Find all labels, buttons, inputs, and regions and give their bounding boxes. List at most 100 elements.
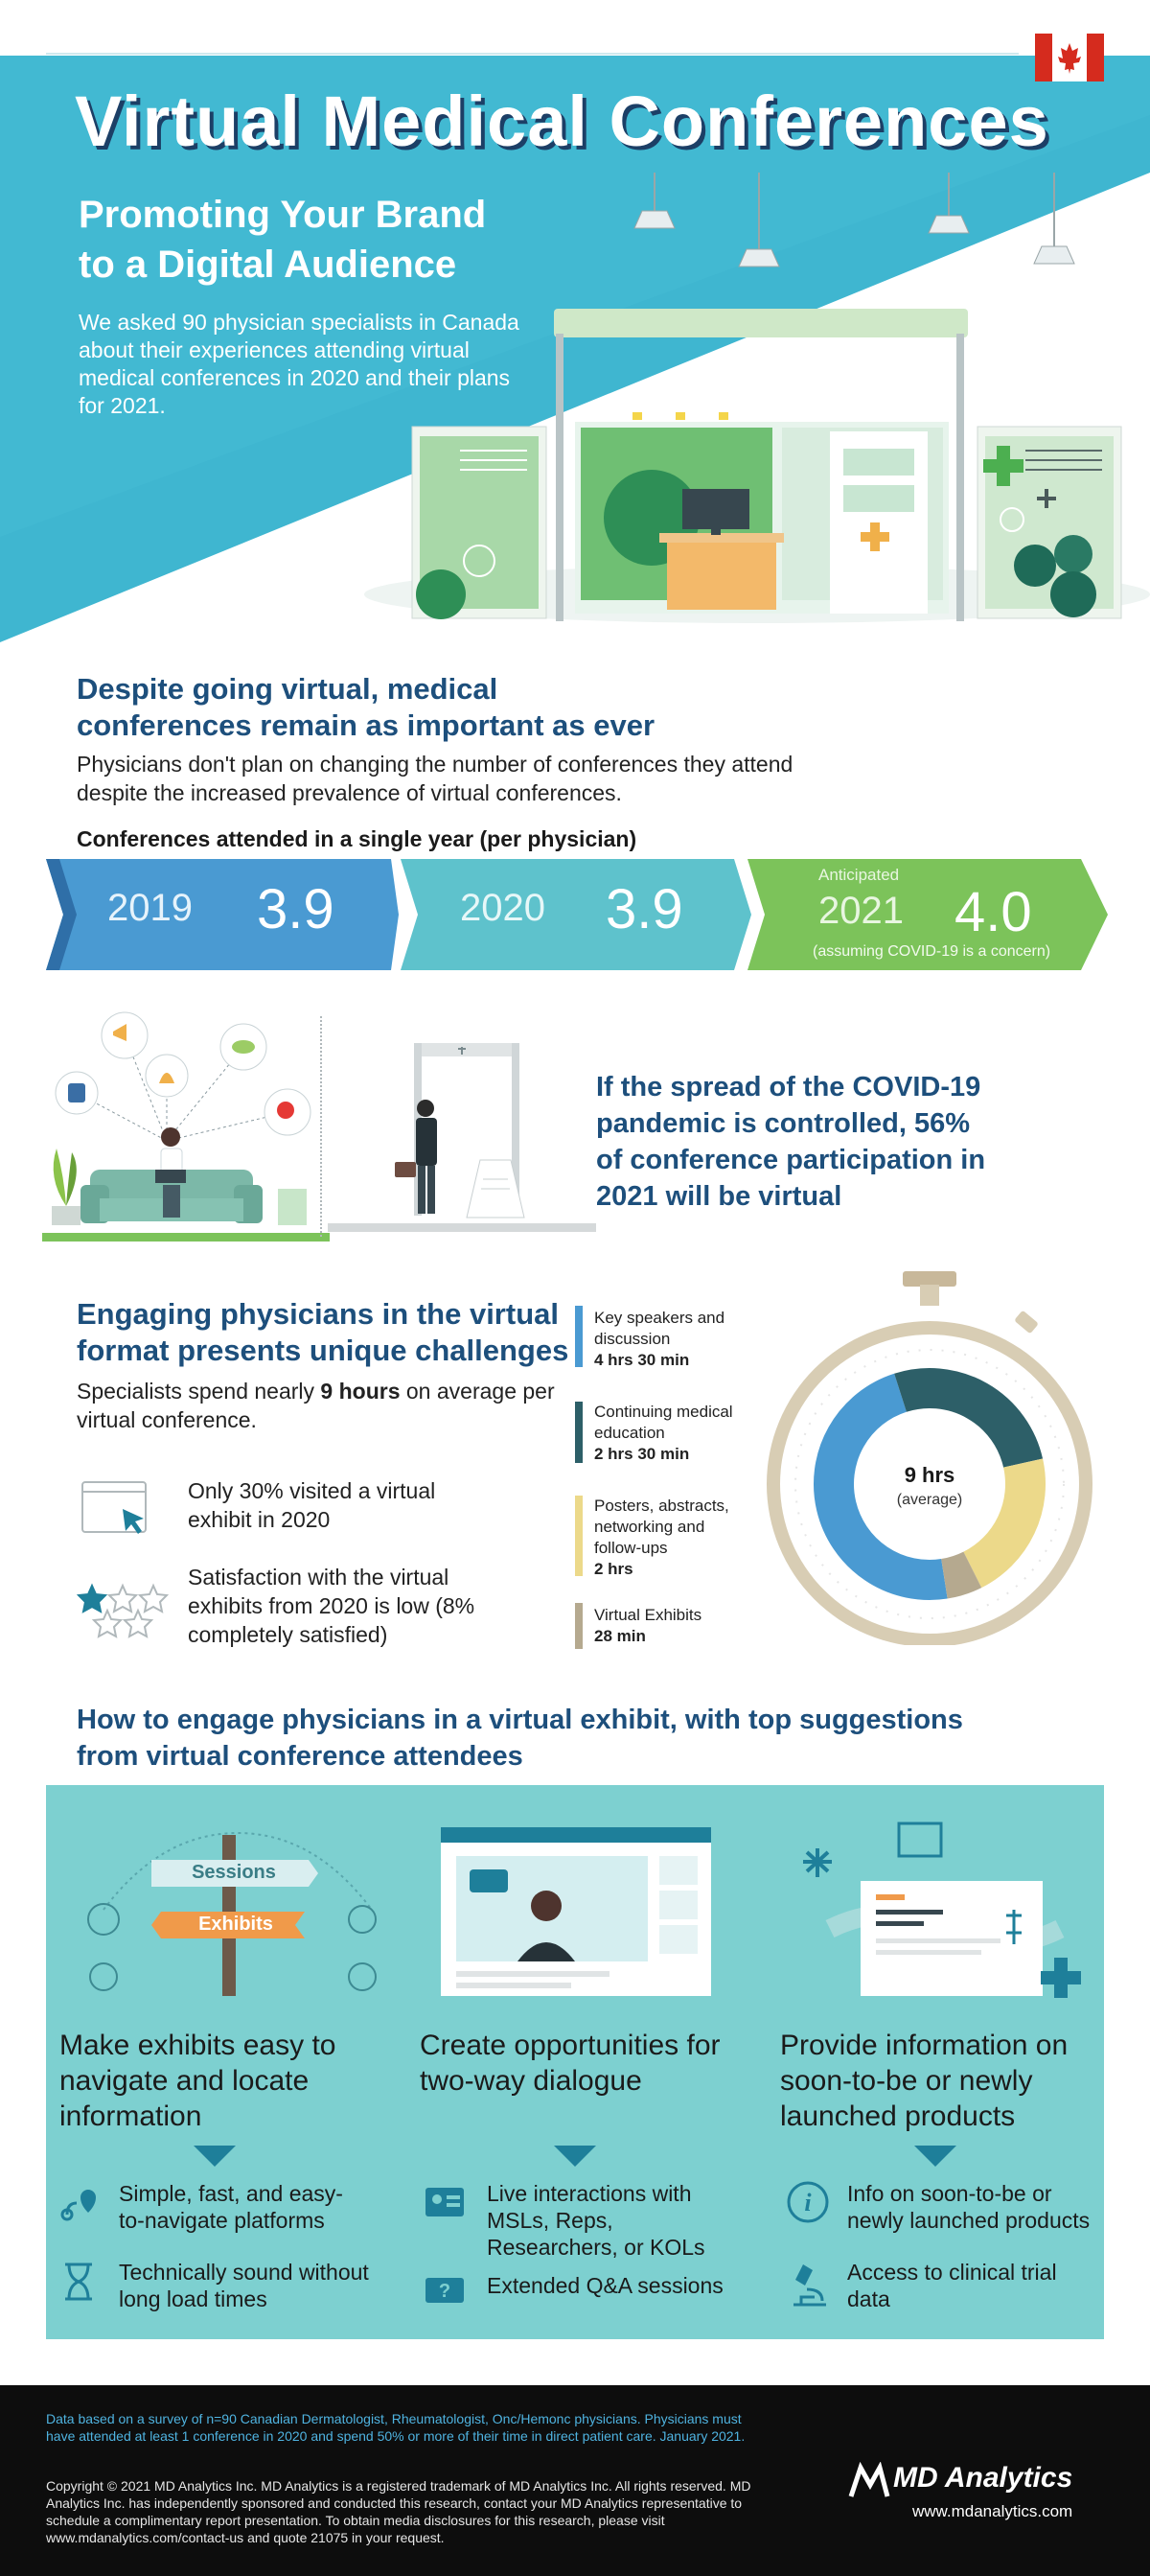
legend-label: Virtual Exhibits <box>594 1606 702 1624</box>
subtitle-line: Promoting Your Brand <box>79 194 487 236</box>
info-icon: i <box>787 2181 829 2223</box>
footer: Data based on a survey of n=90 Canadian … <box>0 2385 1150 2576</box>
hero-description: We asked 90 physician specialists in Can… <box>79 310 519 418</box>
legend-value: 4 hrs 30 min <box>594 1351 690 1369</box>
video-conference-icon <box>426 2188 464 2216</box>
bar-2020 <box>401 859 751 970</box>
col2-item1: Live interactions with MSLs, Reps, Resea… <box>487 2181 705 2260</box>
col2-heading: Create opportunities for two-way dialogu… <box>420 2030 721 2097</box>
legend-value: 28 min <box>594 1627 646 1645</box>
legend-label: Continuing medical education <box>594 1403 733 1442</box>
page-subtitle: Promoting Your Brand to a Digital Audien… <box>79 190 577 290</box>
legend-value: 2 hrs <box>594 1560 633 1578</box>
legend-posters: Posters, abstracts, networking and follo… <box>594 1496 748 1580</box>
heading-line: Engaging physicians in the virtual <box>77 1297 559 1331</box>
legend-label: Posters, abstracts, networking and follo… <box>594 1497 729 1557</box>
heading-line: from virtual conference attendees <box>77 1741 523 1772</box>
section3-body: Specialists spend nearly 9 hours on aver… <box>77 1377 556 1434</box>
satisfaction-stat: Satisfaction with the virtual exhibits f… <box>188 1565 475 1647</box>
in-person-physician-illustration <box>328 1043 596 1232</box>
footer-survey-note: Data based on a survey of n=90 Canadian … <box>46 2411 746 2444</box>
hourglass-icon <box>65 2263 92 2301</box>
top-rule <box>46 53 1019 55</box>
legend-swatch-posters <box>575 1496 583 1576</box>
bar-2019 <box>46 859 399 970</box>
year-2019: 2019 <box>107 887 193 929</box>
page-title: Virtual Medical Conferences <box>75 81 1049 161</box>
value-2019: 3.9 <box>257 878 334 940</box>
svg-text:?: ? <box>439 2281 450 2302</box>
section4-heading: How to engage physicians in a virtual ex… <box>77 1702 1112 1775</box>
heading-line: conferences remain as important as ever <box>77 708 656 742</box>
col2-item2: Extended Q&A sessions <box>487 2273 724 2298</box>
col1-arrow <box>194 2146 236 2167</box>
col3-item2: Access to clinical trial data <box>847 2260 1057 2311</box>
value-2020: 3.9 <box>606 878 683 940</box>
col1-heading: Make exhibits easy to navigate and locat… <box>59 2030 336 2132</box>
visited-exhibit-stat: Only 30% visited a virtual exhibit in 20… <box>188 1478 436 1532</box>
body-text: Specialists spend nearly <box>77 1379 321 1404</box>
donut-center-value: 9 hrs <box>905 1463 955 1487</box>
heading-line: format presents unique challenges <box>77 1334 569 1367</box>
col2-arrow <box>554 2146 596 2167</box>
home-physician-illustration <box>42 1011 330 1242</box>
subtitle-line: to a Digital Audience <box>79 244 457 286</box>
col3-item1: Info on soon-to-be or newly launched pro… <box>847 2181 1091 2233</box>
footer-url[interactable]: www.mdanalytics.com <box>912 2502 1073 2520</box>
hero-banner: Virtual Medical Conferences Promoting Yo… <box>0 0 1150 642</box>
suggestions-panel: Sessions Exhibits Make exhibits eas <box>46 1785 1104 2339</box>
anticipated-label: Anticipated <box>818 866 900 884</box>
legend-swatch-exhibits <box>575 1603 583 1649</box>
col1-item1: Simple, fast, and easy-to-navigate platf… <box>119 2181 343 2233</box>
md-analytics-logo-icon <box>848 2462 890 2497</box>
heading-line: Despite going virtual, medical <box>77 672 498 706</box>
video-call-illustration <box>441 1827 711 1996</box>
virtual-participation-statement: If the spread of the COVID-19 pandemic i… <box>596 1072 986 1212</box>
map-pin-route-icon <box>60 2190 96 2221</box>
chart-title: Conferences attended in a single year (p… <box>77 826 637 851</box>
sign-exhibits: Exhibits <box>198 1914 273 1935</box>
svg-text:i: i <box>804 2189 812 2216</box>
conferences-chart <box>46 859 1108 970</box>
legend-label: Key speakers and discussion <box>594 1309 725 1348</box>
col3-arrow <box>914 2146 956 2167</box>
legend-swatch-speakers <box>575 1306 583 1367</box>
heading-line: How to engage physicians in a virtual ex… <box>77 1705 963 1735</box>
time-donut-chart: 9 hrs (average) <box>767 1271 1092 1645</box>
signpost-illustration <box>87 1831 377 1996</box>
section3-heading: Engaging physicians in the virtual forma… <box>77 1296 575 1369</box>
stars-rating-icon <box>77 1583 169 1638</box>
section1-heading: Despite going virtual, medical conferenc… <box>77 671 843 744</box>
sign-sessions: Sessions <box>192 1862 276 1883</box>
footer-brand: MD Analytics <box>893 2462 1073 2494</box>
question-bubble-icon: ? <box>426 2278 464 2303</box>
legend-exhibits: Virtual Exhibits 28 min <box>594 1605 767 1647</box>
canada-flag-icon <box>1035 34 1104 81</box>
body-emphasis: 9 hours <box>320 1379 401 1404</box>
cursor-window-icon <box>81 1481 147 1534</box>
exhibit-booth-illustration <box>411 173 1122 621</box>
product-info-illustration <box>803 1822 1081 1998</box>
bar-2021 <box>748 859 1108 970</box>
divider <box>320 1016 322 1237</box>
year-2021: 2021 <box>818 890 904 932</box>
section1-body: Physicians don't plan on changing the nu… <box>77 752 794 805</box>
col1-item2: Technically sound without long load time… <box>119 2260 369 2311</box>
value-2021: 4.0 <box>954 881 1032 943</box>
donut-segment-cme <box>894 1368 1044 1469</box>
body-text: on average per virtual conference. <box>77 1379 555 1432</box>
donut-segment-exhibits <box>940 1551 982 1599</box>
legend-cme: Continuing medical education 2 hrs 30 mi… <box>594 1402 767 1465</box>
col3-heading: Provide information on soon-to-be or new… <box>780 2030 1069 2132</box>
legend-swatch-cme <box>575 1402 583 1463</box>
microscope-icon <box>794 2264 826 2307</box>
legend-speakers: Key speakers and discussion 4 hrs 30 min <box>594 1308 767 1371</box>
year-2020: 2020 <box>460 887 545 929</box>
legend-value: 2 hrs 30 min <box>594 1445 690 1463</box>
donut-center-label: (average) <box>897 1492 962 1508</box>
covid-note: (assuming COVID-19 is a concern) <box>813 943 1051 960</box>
donut-segment-speakers <box>814 1373 948 1600</box>
donut-segment-posters <box>962 1458 1046 1589</box>
footer-copyright: Copyright © 2021 MD Analytics Inc. MD An… <box>46 2478 751 2545</box>
